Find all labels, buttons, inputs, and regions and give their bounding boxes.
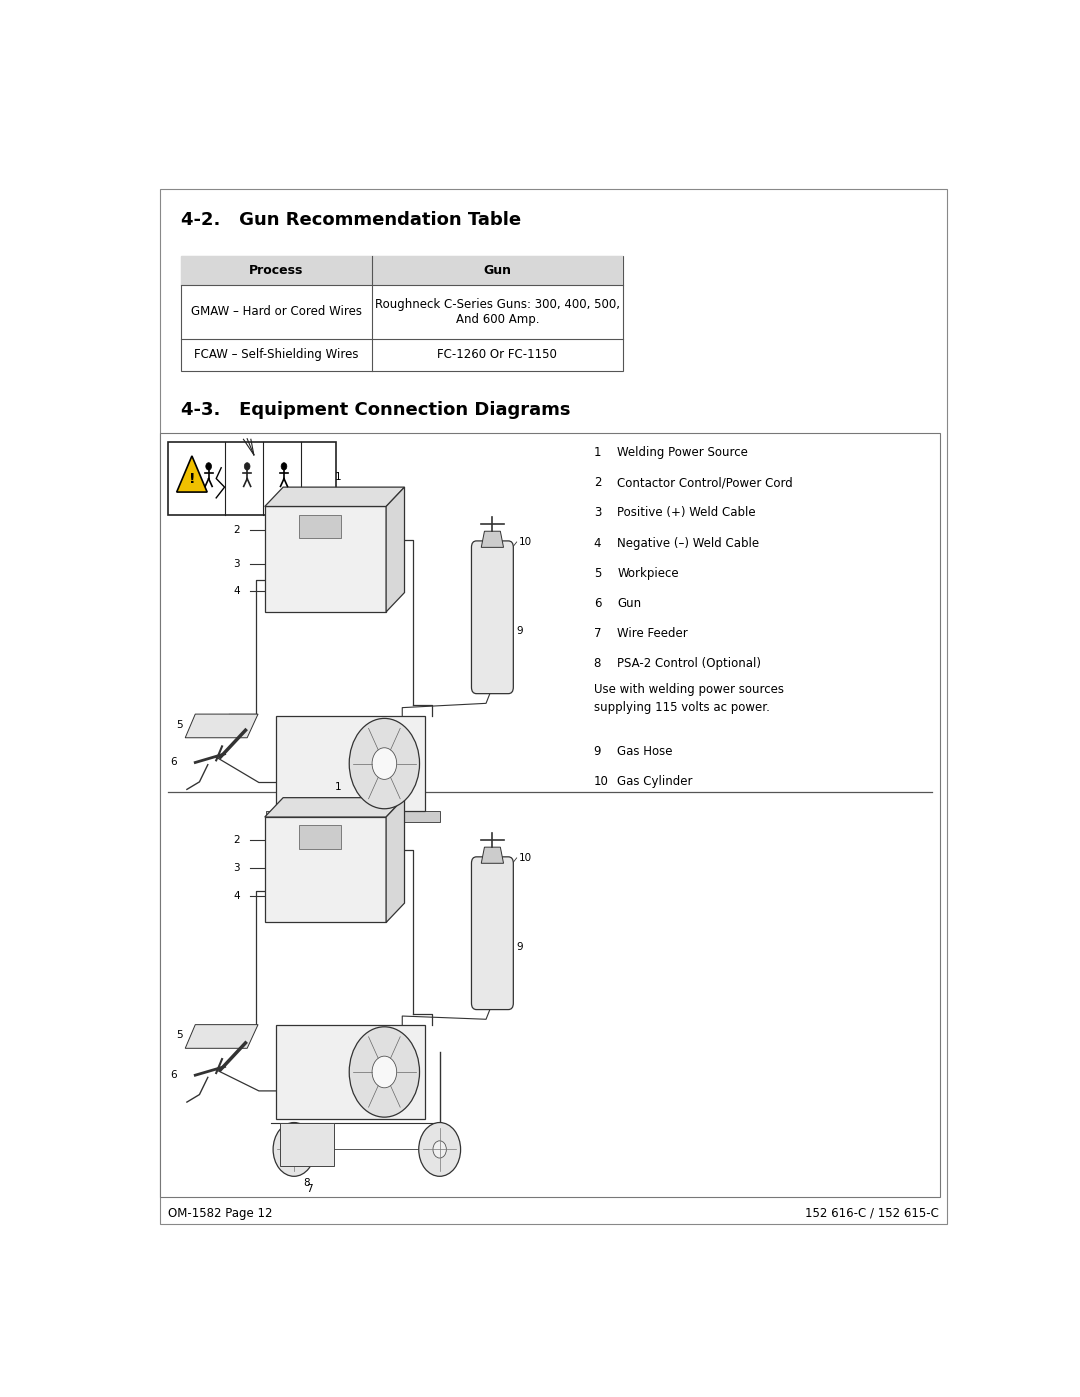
Bar [181, 256, 623, 372]
Bar [265, 817, 387, 922]
Polygon shape [265, 488, 405, 507]
Circle shape [206, 462, 212, 469]
Circle shape [349, 718, 419, 809]
Text: 2: 2 [233, 835, 240, 845]
Polygon shape [265, 798, 405, 817]
Text: 10: 10 [594, 775, 608, 788]
Text: Roughneck C-Series Guns: 300, 400, 500,
And 600 Amp.: Roughneck C-Series Guns: 300, 400, 500, … [375, 298, 620, 326]
Bar [265, 507, 387, 612]
Text: 4: 4 [594, 536, 602, 549]
Text: Contactor Control/Power Cord: Contactor Control/Power Cord [617, 476, 793, 489]
Text: 8: 8 [594, 657, 602, 671]
Bar [280, 1123, 334, 1165]
Text: Use with welding power sources
supplying 115 volts ac power.: Use with welding power sources supplying… [594, 683, 784, 714]
Text: 7: 7 [594, 627, 602, 640]
Bar [275, 717, 424, 810]
FancyBboxPatch shape [472, 856, 513, 1010]
Text: Gun: Gun [617, 597, 642, 610]
Circle shape [419, 1123, 460, 1176]
Text: 10: 10 [518, 536, 531, 548]
Text: 1: 1 [335, 782, 341, 792]
Bar [266, 810, 440, 821]
Text: 6: 6 [594, 597, 602, 610]
Text: 1: 1 [594, 446, 602, 460]
Text: Gas Hose: Gas Hose [617, 745, 673, 759]
Bar [160, 433, 941, 1197]
Text: 9: 9 [516, 942, 524, 953]
Circle shape [281, 462, 287, 469]
Text: Wire Feeder: Wire Feeder [617, 627, 688, 640]
Text: Gun: Gun [484, 264, 512, 277]
Bar [299, 515, 341, 538]
Text: Gas Cylinder: Gas Cylinder [617, 775, 692, 788]
Text: 4-2.   Gun Recommendation Table: 4-2. Gun Recommendation Table [181, 211, 522, 229]
Polygon shape [482, 847, 503, 863]
Text: 5: 5 [176, 719, 183, 729]
Polygon shape [177, 455, 207, 492]
Text: 6: 6 [171, 1070, 177, 1080]
Text: Process: Process [249, 264, 303, 277]
Circle shape [433, 1141, 446, 1158]
Text: 5: 5 [594, 567, 602, 580]
Text: 3: 3 [233, 559, 240, 570]
Text: 4: 4 [233, 585, 240, 595]
Text: Positive (+) Weld Cable: Positive (+) Weld Cable [617, 507, 756, 520]
Text: PSA-2 Control (Optional): PSA-2 Control (Optional) [617, 657, 761, 671]
Text: 152 616-C / 152 615-C: 152 616-C / 152 615-C [805, 1207, 939, 1220]
Circle shape [373, 1056, 396, 1088]
Text: 4: 4 [233, 891, 240, 901]
Text: 2: 2 [233, 525, 240, 535]
Text: OM-1582 Page 12: OM-1582 Page 12 [168, 1207, 273, 1220]
Circle shape [273, 1123, 315, 1176]
Text: Welding Power Source: Welding Power Source [617, 446, 748, 460]
Text: 9: 9 [516, 626, 524, 636]
Text: 5: 5 [176, 1031, 183, 1041]
Polygon shape [186, 714, 258, 738]
Text: 9: 9 [594, 745, 602, 759]
Text: FCAW – Self-Shielding Wires: FCAW – Self-Shielding Wires [194, 348, 359, 362]
Text: Workpiece: Workpiece [617, 567, 678, 580]
Text: 2: 2 [594, 476, 602, 489]
Circle shape [287, 1141, 300, 1158]
Polygon shape [482, 531, 503, 548]
Text: 6: 6 [171, 757, 177, 767]
Text: Negative (–) Weld Cable: Negative (–) Weld Cable [617, 536, 759, 549]
Bar [181, 256, 623, 285]
Text: 10: 10 [518, 854, 531, 863]
Circle shape [373, 747, 396, 780]
Bar [299, 826, 341, 848]
Text: 1: 1 [335, 472, 341, 482]
Polygon shape [387, 798, 405, 922]
Text: 4-3.   Equipment Connection Diagrams: 4-3. Equipment Connection Diagrams [181, 401, 570, 419]
Text: 8: 8 [303, 1179, 310, 1189]
Text: GMAW – Hard or Cored Wires: GMAW – Hard or Cored Wires [191, 306, 362, 319]
Text: 3: 3 [233, 862, 240, 873]
FancyBboxPatch shape [472, 541, 513, 694]
Bar [168, 441, 336, 515]
Polygon shape [387, 488, 405, 612]
Circle shape [244, 462, 251, 469]
Text: 7: 7 [306, 1183, 312, 1194]
Bar [275, 1024, 424, 1119]
Text: FC-1260 Or FC-1150: FC-1260 Or FC-1150 [437, 348, 557, 362]
Polygon shape [186, 1024, 258, 1048]
Circle shape [349, 1027, 419, 1118]
Text: 3: 3 [594, 507, 602, 520]
Text: 7: 7 [297, 834, 305, 845]
Text: !: ! [189, 472, 195, 486]
